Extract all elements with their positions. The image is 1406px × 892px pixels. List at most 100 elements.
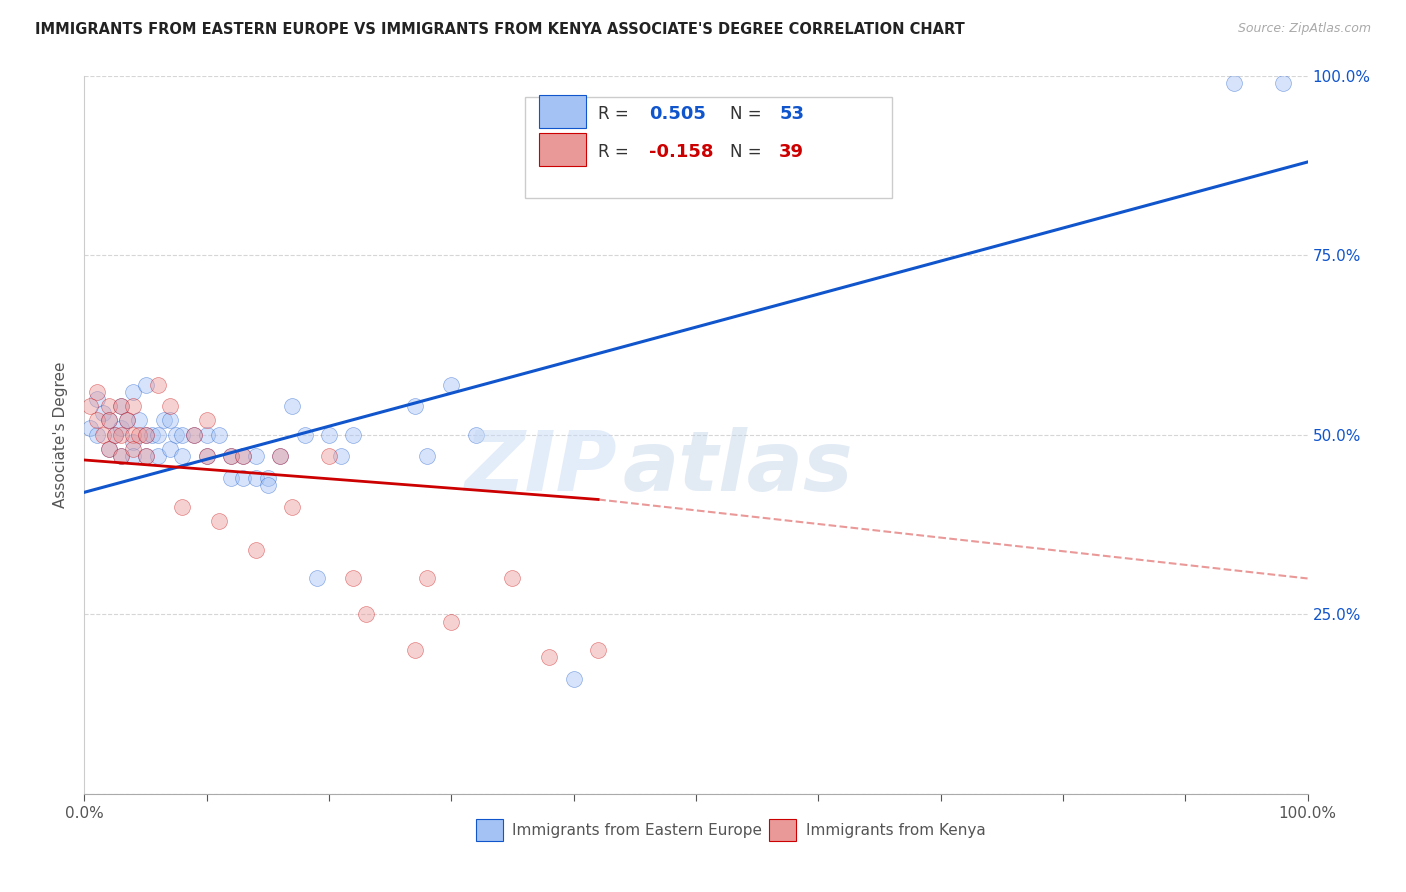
Point xyxy=(538,650,561,665)
Text: Immigrants from Kenya: Immigrants from Kenya xyxy=(806,823,986,838)
Point xyxy=(195,450,218,464)
Text: IMMIGRANTS FROM EASTERN EUROPE VS IMMIGRANTS FROM KENYA ASSOCIATE'S DEGREE CORRE: IMMIGRANTS FROM EASTERN EUROPE VS IMMIGR… xyxy=(35,22,965,37)
Point xyxy=(342,571,364,585)
Point xyxy=(195,413,218,427)
Point xyxy=(1272,76,1295,90)
Point xyxy=(122,435,145,450)
Point xyxy=(195,427,218,442)
Point xyxy=(91,406,114,420)
Point xyxy=(404,643,426,657)
Point xyxy=(110,427,132,442)
Point xyxy=(97,442,120,457)
Point xyxy=(146,377,169,392)
Point xyxy=(464,427,486,442)
Point xyxy=(135,427,157,442)
Point xyxy=(586,643,609,657)
Point xyxy=(219,450,242,464)
Point xyxy=(159,399,181,413)
Point xyxy=(110,420,132,434)
Point xyxy=(104,427,127,442)
Point xyxy=(305,571,328,585)
Point xyxy=(135,377,157,392)
Point xyxy=(165,427,187,442)
Point xyxy=(208,514,231,528)
FancyBboxPatch shape xyxy=(769,819,796,840)
Text: N =: N = xyxy=(730,143,762,161)
Point xyxy=(97,413,120,427)
Point xyxy=(79,399,101,413)
Point xyxy=(86,413,108,427)
Point xyxy=(208,427,231,442)
Point xyxy=(122,384,145,399)
Point xyxy=(141,427,163,442)
Point xyxy=(146,427,169,442)
Point xyxy=(159,442,181,457)
Point xyxy=(269,450,291,464)
Point xyxy=(281,500,304,514)
Point xyxy=(257,471,280,485)
Point xyxy=(318,427,340,442)
Point xyxy=(172,427,194,442)
Point xyxy=(146,450,169,464)
Text: R =: R = xyxy=(598,143,628,161)
Point xyxy=(219,450,242,464)
Point xyxy=(122,399,145,413)
Point xyxy=(257,478,280,492)
Text: 0.505: 0.505 xyxy=(650,104,706,122)
Point xyxy=(342,427,364,442)
Point xyxy=(128,427,150,442)
FancyBboxPatch shape xyxy=(540,95,586,128)
Point xyxy=(115,413,138,427)
Point xyxy=(232,450,254,464)
Text: -0.158: -0.158 xyxy=(650,143,714,161)
Point xyxy=(97,399,120,413)
Text: R =: R = xyxy=(598,104,628,122)
Point xyxy=(97,442,120,457)
Point xyxy=(183,427,205,442)
Point xyxy=(159,413,181,427)
Point xyxy=(110,450,132,464)
Text: Source: ZipAtlas.com: Source: ZipAtlas.com xyxy=(1237,22,1371,36)
Point xyxy=(122,427,145,442)
Point xyxy=(122,450,145,464)
Point xyxy=(172,500,194,514)
Text: 39: 39 xyxy=(779,143,804,161)
Point xyxy=(79,420,101,434)
Point xyxy=(232,450,254,464)
Point xyxy=(440,615,463,629)
Point xyxy=(110,399,132,413)
Point xyxy=(318,450,340,464)
Text: Immigrants from Eastern Europe: Immigrants from Eastern Europe xyxy=(513,823,762,838)
Point xyxy=(86,384,108,399)
Point xyxy=(97,413,120,427)
Point xyxy=(245,471,267,485)
Point xyxy=(110,450,132,464)
Point xyxy=(416,450,439,464)
Point xyxy=(562,672,585,686)
Point xyxy=(354,607,377,622)
Text: atlas: atlas xyxy=(623,426,853,508)
Point xyxy=(122,442,145,457)
Point xyxy=(110,399,132,413)
Point xyxy=(153,413,176,427)
Point xyxy=(245,450,267,464)
Point xyxy=(104,427,127,442)
Point xyxy=(86,392,108,406)
Point xyxy=(232,471,254,485)
Point xyxy=(128,413,150,427)
Point xyxy=(245,542,267,557)
Point xyxy=(135,450,157,464)
Point xyxy=(183,427,205,442)
Point xyxy=(115,413,138,427)
Point xyxy=(330,450,353,464)
Point xyxy=(86,427,108,442)
Y-axis label: Associate's Degree: Associate's Degree xyxy=(53,361,69,508)
Point xyxy=(404,399,426,413)
Point xyxy=(269,450,291,464)
Text: ZIP: ZIP xyxy=(464,426,616,508)
Point xyxy=(1223,76,1246,90)
Point xyxy=(135,450,157,464)
Text: 53: 53 xyxy=(779,104,804,122)
Text: N =: N = xyxy=(730,104,762,122)
Point xyxy=(135,427,157,442)
